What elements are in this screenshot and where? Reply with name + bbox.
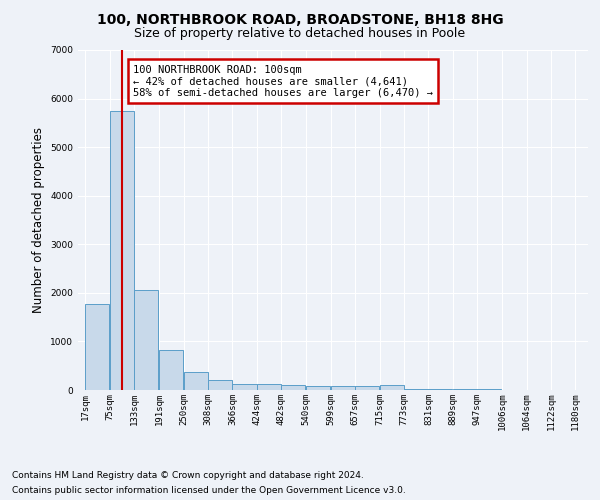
Bar [355, 386, 379, 390]
Text: Size of property relative to detached houses in Poole: Size of property relative to detached ho… [134, 28, 466, 40]
Bar [159, 350, 183, 390]
Bar [184, 372, 208, 390]
Bar [306, 386, 330, 390]
Bar [110, 110, 134, 390]
Bar [134, 290, 158, 390]
Text: 100 NORTHBROOK ROAD: 100sqm
← 42% of detached houses are smaller (4,641)
58% of : 100 NORTHBROOK ROAD: 100sqm ← 42% of det… [133, 64, 433, 98]
Bar [404, 388, 428, 390]
Bar [257, 384, 281, 390]
Y-axis label: Number of detached properties: Number of detached properties [32, 127, 44, 313]
Bar [380, 385, 404, 390]
Bar [232, 384, 257, 390]
Text: 100, NORTHBROOK ROAD, BROADSTONE, BH18 8HG: 100, NORTHBROOK ROAD, BROADSTONE, BH18 8… [97, 12, 503, 26]
Bar [85, 304, 109, 390]
Bar [208, 380, 232, 390]
Bar [453, 389, 477, 390]
Bar [331, 386, 355, 390]
Bar [428, 388, 452, 390]
Bar [281, 385, 305, 390]
Text: Contains HM Land Registry data © Crown copyright and database right 2024.: Contains HM Land Registry data © Crown c… [12, 471, 364, 480]
Text: Contains public sector information licensed under the Open Government Licence v3: Contains public sector information licen… [12, 486, 406, 495]
